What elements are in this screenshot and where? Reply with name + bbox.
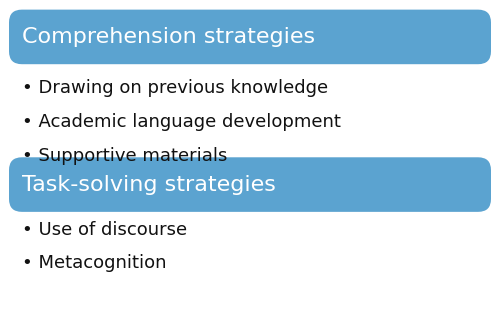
Text: • Academic language development: • Academic language development [22, 113, 342, 131]
Text: • Metacognition: • Metacognition [22, 254, 167, 272]
FancyBboxPatch shape [9, 10, 491, 64]
Text: • Drawing on previous knowledge: • Drawing on previous knowledge [22, 79, 328, 97]
Text: Comprehension strategies: Comprehension strategies [22, 27, 316, 47]
Text: • Supportive materials: • Supportive materials [22, 147, 228, 165]
Text: Task-solving strategies: Task-solving strategies [22, 175, 276, 195]
FancyBboxPatch shape [9, 157, 491, 212]
Text: • Use of discourse: • Use of discourse [22, 221, 188, 239]
